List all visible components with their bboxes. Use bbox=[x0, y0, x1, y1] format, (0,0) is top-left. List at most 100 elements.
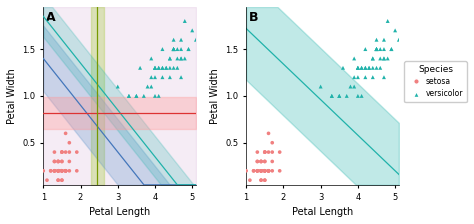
Point bbox=[261, 169, 269, 173]
Point bbox=[373, 47, 380, 51]
Point bbox=[58, 169, 66, 173]
Point bbox=[358, 66, 365, 70]
Point bbox=[261, 169, 269, 173]
Point bbox=[354, 94, 362, 98]
Point bbox=[151, 66, 159, 70]
Point bbox=[257, 160, 265, 163]
Point bbox=[51, 169, 58, 173]
Point bbox=[376, 57, 384, 60]
Point bbox=[51, 160, 58, 163]
Point bbox=[369, 75, 376, 79]
Point bbox=[55, 160, 62, 163]
Point bbox=[250, 169, 257, 173]
Point bbox=[354, 66, 362, 70]
Point bbox=[51, 160, 58, 163]
Point bbox=[261, 169, 269, 173]
Point bbox=[62, 169, 69, 173]
Point bbox=[55, 160, 62, 163]
Point bbox=[170, 47, 177, 51]
Point bbox=[254, 169, 261, 173]
Point bbox=[51, 169, 58, 173]
Point bbox=[257, 160, 265, 163]
Point bbox=[173, 57, 181, 60]
Point bbox=[177, 47, 185, 51]
Point bbox=[380, 57, 388, 60]
Point bbox=[147, 57, 155, 60]
Point bbox=[392, 29, 399, 32]
Point bbox=[261, 169, 269, 173]
Point bbox=[159, 66, 166, 70]
X-axis label: Petal Length: Petal Length bbox=[292, 207, 353, 217]
Point bbox=[62, 169, 69, 173]
Point bbox=[163, 66, 170, 70]
Point bbox=[254, 160, 261, 163]
Point bbox=[170, 47, 177, 51]
Y-axis label: Petal Width: Petal Width bbox=[210, 68, 220, 124]
Point bbox=[151, 66, 159, 70]
Point bbox=[362, 47, 369, 51]
Point bbox=[376, 47, 384, 51]
Point bbox=[192, 38, 200, 41]
Point bbox=[155, 66, 163, 70]
Point bbox=[170, 47, 177, 51]
Point bbox=[155, 94, 163, 98]
Point bbox=[373, 38, 380, 41]
Point bbox=[55, 169, 62, 173]
Point bbox=[384, 57, 392, 60]
Point bbox=[58, 150, 66, 154]
Point bbox=[62, 150, 69, 154]
Point bbox=[257, 169, 265, 173]
Point bbox=[362, 66, 369, 70]
Point bbox=[268, 150, 276, 154]
Point bbox=[380, 57, 388, 60]
Point bbox=[261, 150, 269, 154]
Point bbox=[264, 169, 272, 173]
Point bbox=[58, 169, 66, 173]
Point bbox=[159, 66, 166, 70]
Point bbox=[276, 169, 283, 173]
Point bbox=[147, 75, 155, 79]
Point bbox=[125, 94, 133, 98]
Point bbox=[47, 169, 55, 173]
Point bbox=[257, 178, 265, 182]
Point bbox=[166, 57, 173, 60]
Point bbox=[185, 47, 192, 51]
Point bbox=[55, 169, 62, 173]
Point bbox=[55, 169, 62, 173]
Point bbox=[264, 169, 272, 173]
Point bbox=[373, 66, 380, 70]
Point bbox=[246, 178, 254, 182]
Point bbox=[264, 169, 272, 173]
Point bbox=[173, 47, 181, 51]
Point bbox=[257, 169, 265, 173]
Point bbox=[376, 66, 384, 70]
Point bbox=[62, 169, 69, 173]
Point bbox=[264, 169, 272, 173]
Point bbox=[336, 94, 343, 98]
Point bbox=[137, 66, 144, 70]
Point bbox=[388, 47, 395, 51]
Point bbox=[388, 47, 395, 51]
Point bbox=[254, 169, 261, 173]
Point bbox=[55, 169, 62, 173]
Point bbox=[65, 160, 73, 163]
Point bbox=[58, 169, 66, 173]
Point bbox=[362, 66, 369, 70]
Point bbox=[133, 94, 140, 98]
Point bbox=[151, 94, 159, 98]
Point bbox=[58, 160, 66, 163]
Point bbox=[47, 169, 55, 173]
Text: A: A bbox=[46, 11, 56, 24]
Point bbox=[350, 75, 358, 79]
Point bbox=[147, 85, 155, 88]
Text: B: B bbox=[249, 11, 259, 24]
Point bbox=[264, 150, 272, 154]
Point bbox=[43, 178, 51, 182]
Point bbox=[268, 160, 276, 163]
Legend: setosa, versicolor: setosa, versicolor bbox=[404, 61, 467, 102]
Point bbox=[257, 169, 265, 173]
Point bbox=[250, 169, 257, 173]
Point bbox=[65, 141, 73, 144]
Point bbox=[185, 47, 192, 51]
Point bbox=[254, 160, 261, 163]
